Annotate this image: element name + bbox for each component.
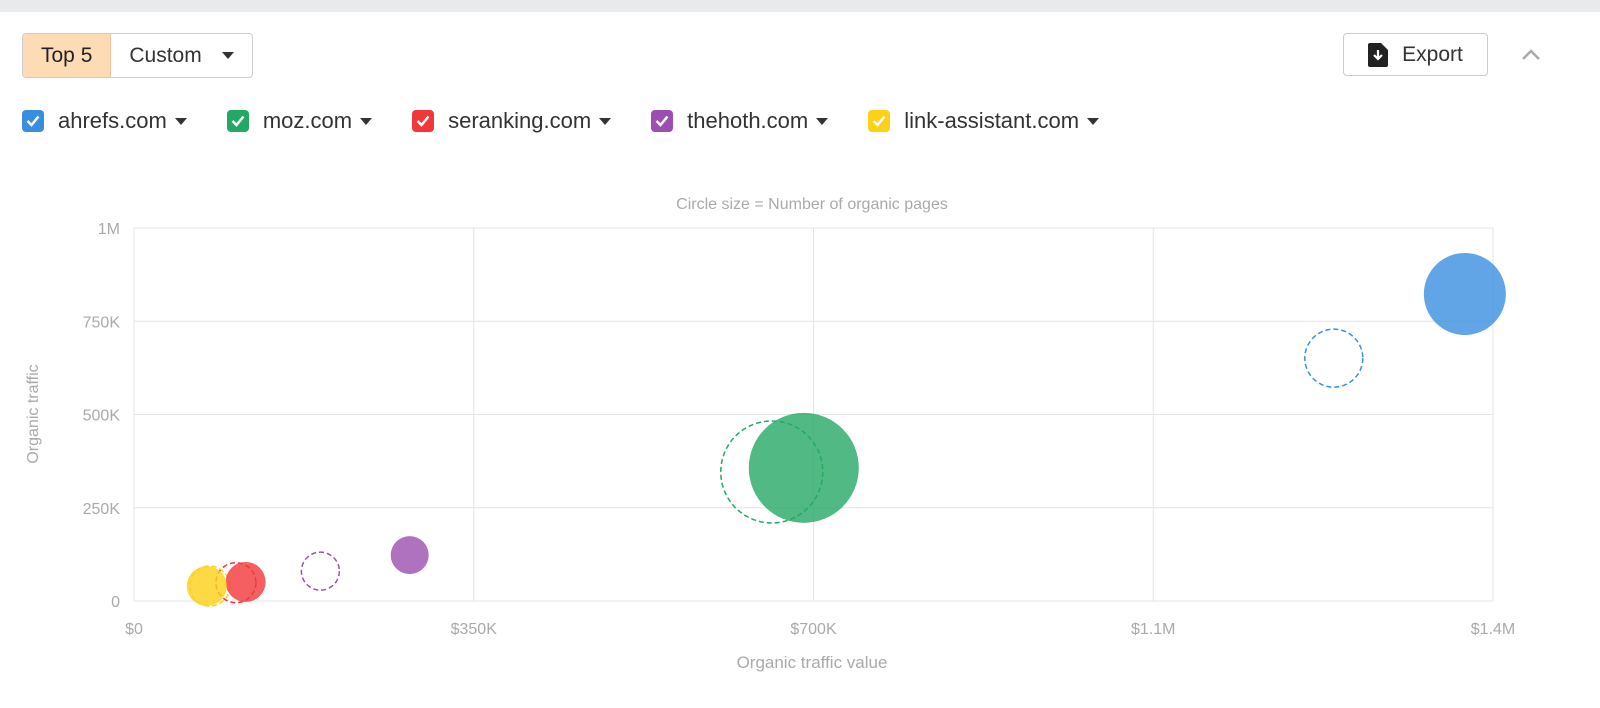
bubble-previous-seranking[interactable]: [215, 561, 257, 604]
x-tick-label: $1.4M: [1471, 621, 1515, 638]
caret-down-icon[interactable]: [174, 117, 187, 125]
legend-label: thehoth.com: [687, 108, 809, 133]
bubble-current-moz[interactable]: [748, 412, 859, 523]
y-tick-label: 1M: [98, 221, 120, 238]
caret-down-icon[interactable]: [599, 117, 612, 125]
legend-item-moz[interactable]: moz.com: [226, 108, 373, 134]
chevron-up-icon[interactable]: [1520, 44, 1542, 66]
legend-label: seranking.com: [448, 108, 592, 133]
x-tick-label: $1.1M: [1131, 621, 1175, 638]
download-file-icon: [1368, 42, 1389, 67]
custom-label: Custom: [129, 43, 202, 67]
y-tick-label: 0: [111, 594, 120, 611]
bubble-current-ahrefs[interactable]: [1423, 253, 1506, 336]
checkbox-checked-icon[interactable]: [226, 110, 249, 132]
top-bar: [0, 0, 1600, 12]
checkbox-checked-icon[interactable]: [651, 110, 674, 132]
legend-item-thehoth[interactable]: thehoth.com: [651, 108, 829, 134]
y-tick-label: 500K: [83, 408, 121, 425]
caret-down-icon: [221, 52, 234, 59]
checkbox-checked-icon[interactable]: [412, 110, 435, 132]
legend-item-ahrefs[interactable]: ahrefs.com: [22, 108, 187, 134]
bubble-previous-ahrefs[interactable]: [1304, 328, 1364, 388]
x-axis-label: Organic traffic value: [737, 653, 888, 672]
checkbox-checked-icon[interactable]: [868, 110, 891, 132]
legend-item-link-assistant[interactable]: link-assistant.com: [868, 108, 1100, 134]
chart-subtitle: Circle size = Number of organic pages: [676, 196, 948, 213]
legend-label: moz.com: [262, 108, 353, 133]
caret-down-icon[interactable]: [816, 117, 829, 125]
export-label: Export: [1402, 42, 1463, 66]
bubble-current-link-assistant[interactable]: [186, 566, 227, 607]
top5-button[interactable]: Top 5: [23, 34, 112, 77]
bubble-previous-link-assistant[interactable]: [188, 565, 231, 607]
view-selector: Top 5 Custom: [22, 33, 253, 78]
export-button[interactable]: Export: [1343, 33, 1488, 76]
bubble-previous-thehoth[interactable]: [300, 551, 341, 591]
bubble-current-seranking[interactable]: [225, 561, 266, 602]
x-tick-label: $0: [125, 621, 143, 638]
y-tick-label: 750K: [83, 314, 121, 331]
legend-label: ahrefs.com: [58, 108, 167, 133]
x-tick-label: $700K: [790, 621, 837, 638]
custom-dropdown[interactable]: Custom: [111, 34, 251, 77]
legend: ahrefs.com moz.com seranking.com thehoth.co…: [22, 108, 1139, 134]
bubble-current-thehoth[interactable]: [390, 536, 429, 575]
checkbox-checked-icon[interactable]: [22, 110, 44, 132]
x-tick-label: $350K: [451, 621, 498, 638]
legend-item-seranking[interactable]: seranking.com: [412, 108, 612, 134]
legend-label: link-assistant.com: [904, 108, 1080, 133]
y-axis-label: Organic traffic: [25, 364, 42, 463]
y-tick-label: 250K: [83, 501, 121, 518]
bubble-previous-moz[interactable]: [720, 420, 824, 524]
caret-down-icon[interactable]: [360, 117, 373, 125]
caret-down-icon[interactable]: [1087, 117, 1100, 125]
